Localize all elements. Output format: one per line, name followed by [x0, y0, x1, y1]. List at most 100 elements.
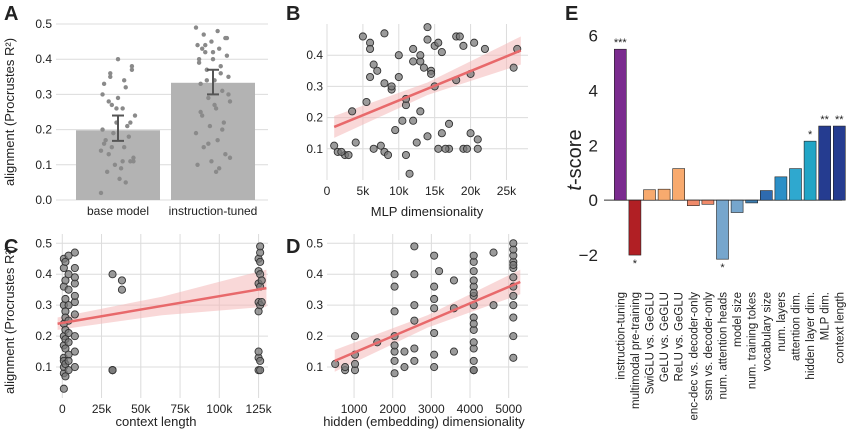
panel-c-ytick-label: 0.3 [35, 298, 52, 312]
panel-a-point [199, 46, 205, 51]
panel-c-xtick-label: 75k [170, 402, 190, 416]
panel-d-point [509, 313, 518, 322]
panel-d-point [509, 291, 518, 300]
panel-c-point [257, 298, 266, 307]
panel-e-xtick-label: instruction-tuning [615, 292, 627, 380]
panel-c-point [257, 276, 266, 285]
panel-a-point [213, 169, 219, 175]
panel-e-ylabel: t-score [564, 129, 586, 190]
panel-b-point [358, 32, 367, 41]
panel-c-regression-line [57, 286, 267, 325]
panel-b-point [387, 82, 396, 91]
panel-d-point [449, 347, 458, 356]
panel-b-xtick-label: 25k [497, 184, 517, 198]
panel-c-point [117, 285, 127, 294]
panel-d-regression-line [334, 280, 521, 363]
panel-a-label: A [4, 3, 18, 25]
panel-b-point [466, 129, 475, 138]
panel-b-point [405, 169, 414, 178]
panel-b-ytick-label: 0.3 [306, 79, 323, 93]
panel-a-point [125, 123, 130, 129]
panel-e-significance: * [720, 262, 725, 274]
panel-c-point [70, 363, 79, 372]
panel-a-point [100, 92, 105, 97]
panel-e-xtick-label: attention dim. [791, 292, 803, 361]
panel-a-bar [76, 130, 160, 200]
panel-d-point [469, 251, 478, 260]
panel-a-point [215, 137, 220, 143]
panel-e-significance: * [808, 129, 813, 141]
panel-a-point [129, 67, 135, 72]
panel-c-point [64, 366, 73, 375]
panel-d-point [410, 242, 419, 251]
panel-c-point [256, 366, 265, 375]
panel-d-point [469, 366, 478, 375]
panel-a-point [195, 42, 200, 48]
panel-b-point [401, 150, 411, 160]
panel-d-point [390, 341, 399, 350]
panel-b-point [427, 69, 436, 78]
panel-a-point [118, 166, 124, 171]
panel-a-point [215, 28, 220, 34]
panel-b-ytick-label: 0.2 [306, 111, 323, 125]
panel-a-point [206, 141, 211, 146]
panel-c-point [117, 276, 127, 285]
panel-a-point [103, 137, 108, 143]
panel-b-point [459, 41, 468, 50]
panel-e-xtick-label: vocabulary size [761, 292, 773, 371]
panel-e-bar [657, 188, 671, 201]
panel-c-xtick-label: 25k [92, 402, 112, 416]
panel-e-bar [686, 199, 700, 206]
panel-e-xtick-label: ReLU vs. GeGLU [674, 292, 686, 381]
panel-a-point [128, 159, 133, 164]
panel-d-point [469, 267, 478, 276]
panel-d-point [430, 282, 439, 291]
panel-c-xtick-label: 125k [246, 402, 273, 416]
panel-b-point [398, 116, 407, 125]
panel-c-point [64, 356, 73, 365]
panel-a-point [129, 64, 135, 69]
panel-b-plot-area [327, 24, 528, 180]
panel-b-point [391, 126, 400, 135]
panel-e-bar [818, 125, 832, 201]
panel-a-point [111, 130, 116, 136]
panel-a-ytick-label: 0.3 [35, 87, 52, 101]
panel-b-point [409, 57, 418, 66]
panel-a-point [114, 106, 119, 111]
panel-e-xtick-label: num. attention heads [718, 292, 730, 400]
panel-c-point [64, 270, 73, 279]
panel-d-point [350, 332, 360, 341]
panel-c-point [61, 276, 70, 285]
panel-a-point [115, 57, 121, 62]
panel-a-point [212, 102, 217, 108]
panel-d-point [430, 350, 439, 359]
panel-c-ylabel: alignment (Procrustes R²) [2, 246, 17, 394]
panel-b-point [330, 141, 339, 150]
panel-a-point [198, 109, 203, 115]
panel-d-point [410, 301, 419, 310]
panel-c-point [64, 338, 73, 347]
panel-a-point [196, 60, 202, 65]
panel-a-point [209, 159, 214, 164]
panel-d-point [341, 363, 350, 372]
panel-e-ytick-label: 6 [589, 26, 598, 45]
panel-e-xtick-label: GeLU vs. GeGLU [659, 292, 671, 382]
panel-c-point [64, 251, 73, 260]
panel-a-point [120, 159, 125, 164]
panel-c-point [64, 301, 73, 310]
panel-b-xtick-label: 10k [389, 184, 409, 198]
panel-d-point [509, 332, 518, 341]
panel-c-xtick-label: 100k [206, 402, 233, 416]
panel-e-xtick-label: num. training tokes [747, 292, 759, 389]
panel-b-point [394, 51, 403, 60]
panel-a-ytick-label: 0.0 [35, 193, 52, 207]
panel-b-point [369, 144, 378, 153]
panel-a-point [106, 99, 111, 104]
panel-b-point [437, 129, 446, 138]
panel-a-xtick-label: instruction-tuned [169, 204, 258, 218]
panel-b-point [423, 132, 432, 141]
panel-c-label: C [4, 236, 18, 258]
panel-a-point [209, 39, 214, 44]
panel-d-xtick-label: 3000 [418, 402, 445, 416]
panel-d-point [469, 356, 478, 365]
